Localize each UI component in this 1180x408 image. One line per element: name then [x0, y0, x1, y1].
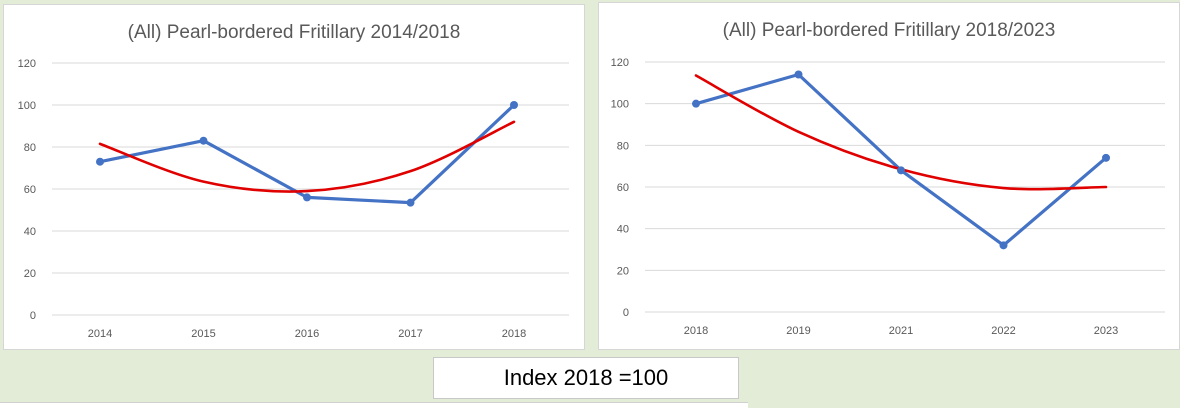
y-tick-label: 0 — [30, 310, 36, 322]
x-tick-label: 2014 — [88, 328, 112, 340]
data-point — [96, 157, 104, 166]
y-tick-label: 120 — [611, 57, 629, 69]
chart-svg: 0 20 40 60 80 100 120 2014 2015 2016 2017 2018 — [18, 58, 569, 340]
data-point — [1102, 153, 1110, 162]
bottom-strip — [0, 402, 748, 408]
y-tick-label: 100 — [611, 99, 629, 111]
data-point — [692, 99, 700, 108]
y-tick-label: 20 — [617, 265, 629, 277]
x-tick-label: 2018 — [684, 325, 708, 337]
data-point — [303, 193, 311, 202]
y-tick-label: 20 — [24, 268, 36, 280]
data-point — [794, 70, 803, 79]
data-point — [897, 166, 905, 175]
y-tick-label: 80 — [617, 140, 629, 152]
y-tick-label: 0 — [623, 307, 629, 319]
y-tick-label: 100 — [18, 100, 36, 112]
y-tick-label: 60 — [617, 182, 629, 194]
chart-panel-2018-2023: 0 20 40 60 80 100 120 2018 2019 2021 2022 2023 (All… — [598, 2, 1180, 350]
x-tick-label: 2019 — [786, 325, 810, 337]
index-note: Index 2018 =100 — [433, 357, 739, 399]
data-point — [999, 241, 1008, 250]
x-tick-label: 2016 — [295, 328, 319, 340]
chart-panel-2014-2018: 0 20 40 60 80 100 120 2014 2015 2016 2017 2018 (All… — [3, 4, 585, 350]
y-tick-label: 40 — [617, 224, 629, 236]
x-tick-label: 2018 — [502, 328, 526, 340]
data-point — [199, 136, 208, 145]
chart-title: (All) Pearl-bordered Fritillary 2018/202… — [722, 20, 1056, 41]
y-tick-label: 40 — [24, 226, 36, 238]
x-tick-label: 2023 — [1094, 325, 1118, 337]
x-tick-label: 2021 — [889, 325, 913, 337]
y-tick-label: 80 — [24, 142, 36, 154]
x-tick-label: 2015 — [191, 328, 215, 340]
series-line — [694, 72, 1108, 247]
chart-svg: 0 20 40 60 80 100 120 2018 2019 2021 2022 2023 — [611, 57, 1165, 337]
x-tick-label: 2017 — [398, 328, 422, 340]
y-tick-label: 60 — [24, 184, 36, 196]
chart-title: (All) Pearl-bordered Fritillary 2014/201… — [127, 22, 461, 43]
data-point — [406, 198, 415, 207]
y-tick-label: 120 — [18, 58, 36, 70]
trend-line — [98, 120, 516, 193]
x-tick-label: 2022 — [991, 325, 1015, 337]
data-point — [510, 101, 518, 109]
